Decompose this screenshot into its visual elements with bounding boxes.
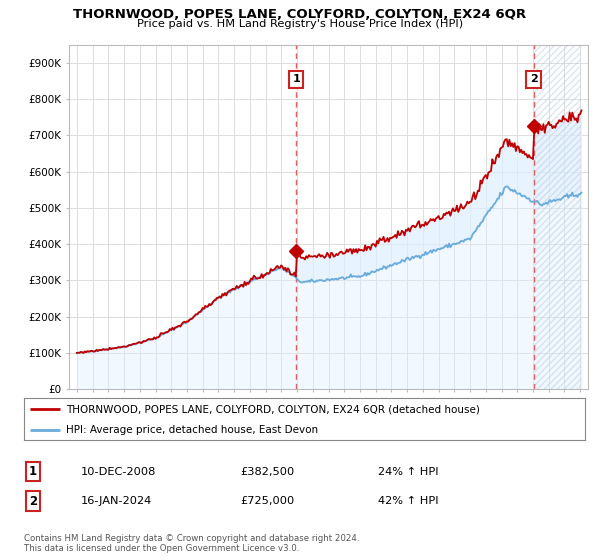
Text: HPI: Average price, detached house, East Devon: HPI: Average price, detached house, East… xyxy=(66,426,318,435)
Text: 10-DEC-2008: 10-DEC-2008 xyxy=(81,466,157,477)
Text: 1: 1 xyxy=(29,465,37,478)
Text: Price paid vs. HM Land Registry's House Price Index (HPI): Price paid vs. HM Land Registry's House … xyxy=(137,19,463,29)
Text: Contains HM Land Registry data © Crown copyright and database right 2024.
This d: Contains HM Land Registry data © Crown c… xyxy=(24,534,359,553)
Text: £382,500: £382,500 xyxy=(240,466,294,477)
Text: 24% ↑ HPI: 24% ↑ HPI xyxy=(378,466,439,477)
Text: 42% ↑ HPI: 42% ↑ HPI xyxy=(378,496,439,506)
Text: 2: 2 xyxy=(530,74,538,84)
Text: £725,000: £725,000 xyxy=(240,496,294,506)
Text: 2: 2 xyxy=(29,494,37,508)
Text: THORNWOOD, POPES LANE, COLYFORD, COLYTON, EX24 6QR (detached house): THORNWOOD, POPES LANE, COLYFORD, COLYTON… xyxy=(66,404,480,414)
Text: 16-JAN-2024: 16-JAN-2024 xyxy=(81,496,152,506)
Text: 1: 1 xyxy=(292,74,300,84)
Text: THORNWOOD, POPES LANE, COLYFORD, COLYTON, EX24 6QR: THORNWOOD, POPES LANE, COLYFORD, COLYTON… xyxy=(73,8,527,21)
